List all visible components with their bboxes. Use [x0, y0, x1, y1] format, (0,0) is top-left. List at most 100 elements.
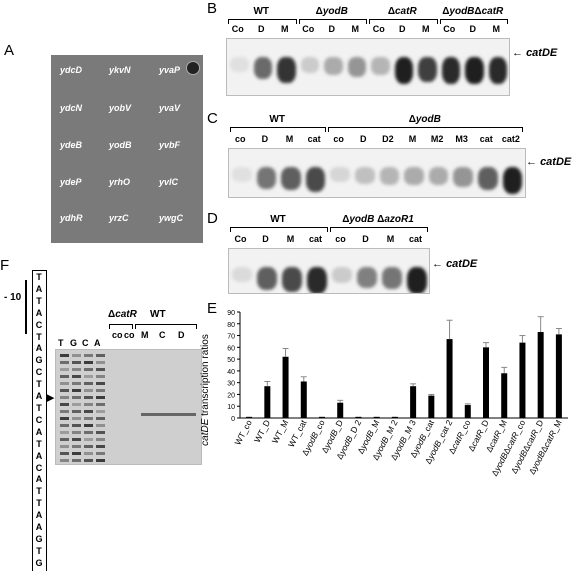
- gel-ladder-band: [96, 361, 105, 364]
- blot-band: [488, 57, 507, 84]
- gel-ladder-band: [84, 375, 93, 378]
- lane-label: Co: [302, 24, 315, 34]
- panel-d-target-label: ← catDE: [432, 258, 478, 270]
- sequence-base: A: [35, 426, 43, 437]
- gel-ladder-band: [60, 361, 69, 364]
- blot-band: [441, 57, 460, 84]
- group-bracket: [230, 127, 327, 132]
- group-label: ΔcatR: [387, 6, 417, 17]
- y-tick-label: 20: [227, 392, 235, 399]
- panel-label-b: B: [207, 0, 218, 17]
- y-tick-label: 30: [227, 381, 235, 388]
- gel-ladder-band: [72, 396, 81, 399]
- bar: [446, 339, 453, 418]
- lane-label: M2: [430, 134, 444, 144]
- sequence-base: C: [35, 414, 43, 425]
- gel-ladder-band: [60, 424, 69, 427]
- group-label: WT: [253, 6, 270, 17]
- arrow-right-icon: ▶: [46, 392, 55, 404]
- gel-ladder-band: [84, 410, 93, 413]
- gel-ladder-band: [96, 410, 105, 413]
- sequence-base: A: [35, 343, 43, 354]
- bar: [246, 416, 253, 418]
- panel-b-target-label: ← catDE: [512, 47, 558, 59]
- strain-label: yrzC: [109, 213, 129, 223]
- gel-ladder-band: [96, 438, 105, 441]
- lane-label: D: [360, 134, 367, 144]
- sequence-base: A: [35, 283, 43, 294]
- gel-ladder-band: [96, 354, 105, 357]
- lane-label: co: [335, 234, 346, 244]
- panel-label-f: F: [0, 257, 10, 274]
- group-label: ΔyodB ΔazoR1: [342, 214, 414, 225]
- blot-band: [418, 57, 437, 83]
- blot-band: [232, 267, 252, 283]
- panel-e-chart: 0 10 20 30 40 50 60 70 80 90 catDE transcription r…: [200, 310, 568, 478]
- gel-ladder-band: [60, 403, 69, 406]
- arrow-left-icon: ←: [526, 156, 541, 168]
- blot-band: [428, 167, 449, 186]
- strain-label: yodB: [109, 140, 132, 150]
- gel-ladder-band: [96, 445, 105, 448]
- blot-band: [324, 57, 343, 76]
- gel-ladder-band: [84, 459, 93, 462]
- y-tick-label: 70: [227, 334, 235, 341]
- minus10-label: - 10: [4, 292, 22, 303]
- strain-label: ydhR: [60, 213, 83, 223]
- y-tick-label: 10: [227, 404, 235, 411]
- sequence-base: C: [35, 462, 43, 473]
- gel-ladder-band: [84, 452, 93, 455]
- panel-label-c: C: [207, 110, 218, 127]
- panel-d-blot: [228, 248, 430, 294]
- gel-ladder-band: [60, 459, 69, 462]
- strain-label: ydcD: [60, 65, 83, 75]
- panel-a-plate: ydcD ykvN yvaP ydcN yobV yvaV ydeB yodB yvbF ydeP…: [51, 55, 203, 243]
- lane-label: M: [141, 330, 149, 340]
- lane-label: D: [262, 234, 269, 244]
- lane-label: D: [261, 134, 269, 144]
- lane-label: Co: [443, 24, 456, 34]
- blot-band: [502, 167, 523, 195]
- lane-label: cat: [307, 134, 321, 144]
- arrow-left-icon: ←: [432, 258, 447, 270]
- blot-band: [357, 267, 377, 288]
- colony-spot: [186, 61, 200, 75]
- blot-band: [253, 57, 272, 80]
- x-tick-label: WT_co: [232, 418, 254, 447]
- bar: [319, 416, 325, 418]
- bar: [264, 386, 271, 418]
- y-tick-label: 80: [227, 322, 235, 329]
- gel-ladder-band: [84, 361, 93, 364]
- lane-label: M: [351, 24, 360, 34]
- group-bracket: [439, 19, 508, 24]
- blot-band: [453, 167, 473, 187]
- sequence-base: G: [35, 533, 43, 544]
- gel-ladder-band: [96, 431, 105, 434]
- panel-label-a: A: [4, 42, 15, 59]
- blot-band: [282, 267, 302, 292]
- sequence-base: A: [35, 522, 43, 533]
- y-axis-label: catDE transcription ratios: [200, 334, 211, 446]
- strain-label: ykvN: [109, 65, 131, 75]
- ladder-label: T: [58, 338, 64, 348]
- sequence-base: T: [36, 272, 42, 282]
- sequence-base: T: [36, 498, 42, 509]
- blot-band: [371, 57, 390, 75]
- strain-label: ydeB: [60, 140, 83, 150]
- sequence-base: A: [35, 391, 43, 402]
- sequence-base: G: [35, 557, 43, 568]
- gel-ladder-band: [60, 368, 69, 371]
- lane-label: co: [333, 134, 344, 144]
- gel-ladder-band: [72, 368, 81, 371]
- sequence-base: T: [36, 545, 42, 556]
- gel-ladder-band: [96, 389, 105, 392]
- strain-label: yvbF: [159, 140, 181, 150]
- group-bracket: [230, 227, 328, 232]
- blot-band: [355, 167, 375, 184]
- gel-ladder-band: [72, 354, 81, 357]
- gel-ladder-band: [84, 389, 93, 392]
- gel-ladder-band: [60, 452, 69, 455]
- bar: [464, 405, 471, 418]
- y-tick-label: 50: [227, 357, 235, 364]
